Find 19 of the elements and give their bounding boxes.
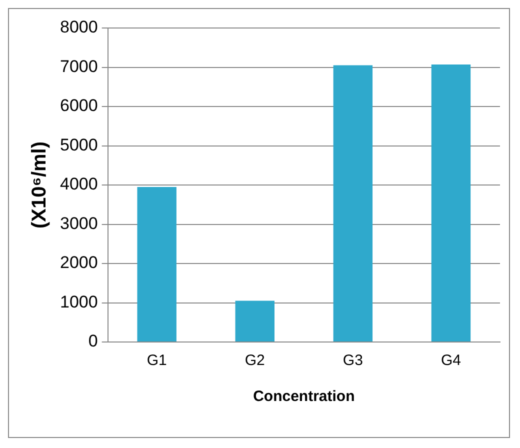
y-tick-label: 7000 xyxy=(60,56,98,76)
y-tick-label: 2000 xyxy=(60,253,98,272)
bar xyxy=(235,300,274,342)
y-tick-label: 6000 xyxy=(60,96,98,116)
bar xyxy=(431,64,471,342)
bar xyxy=(137,186,176,342)
y-tick-label: 8000 xyxy=(60,18,98,37)
y-tick-label: 4000 xyxy=(60,174,98,194)
y-tick-label: 3000 xyxy=(60,214,98,233)
x-tick-label: G2 xyxy=(244,352,265,370)
y-tick-label: 5000 xyxy=(60,135,98,154)
x-tick-label: G1 xyxy=(146,352,167,370)
y-tick-label: 0 xyxy=(88,332,98,351)
x-axis-title: Concentration xyxy=(253,388,355,406)
x-tick-label: G4 xyxy=(440,352,461,370)
x-tick-label: G3 xyxy=(342,352,363,370)
y-axis-title: (X10⁶/ml) xyxy=(28,141,51,229)
y-tick-label: 1000 xyxy=(60,292,98,312)
bar xyxy=(333,65,373,342)
